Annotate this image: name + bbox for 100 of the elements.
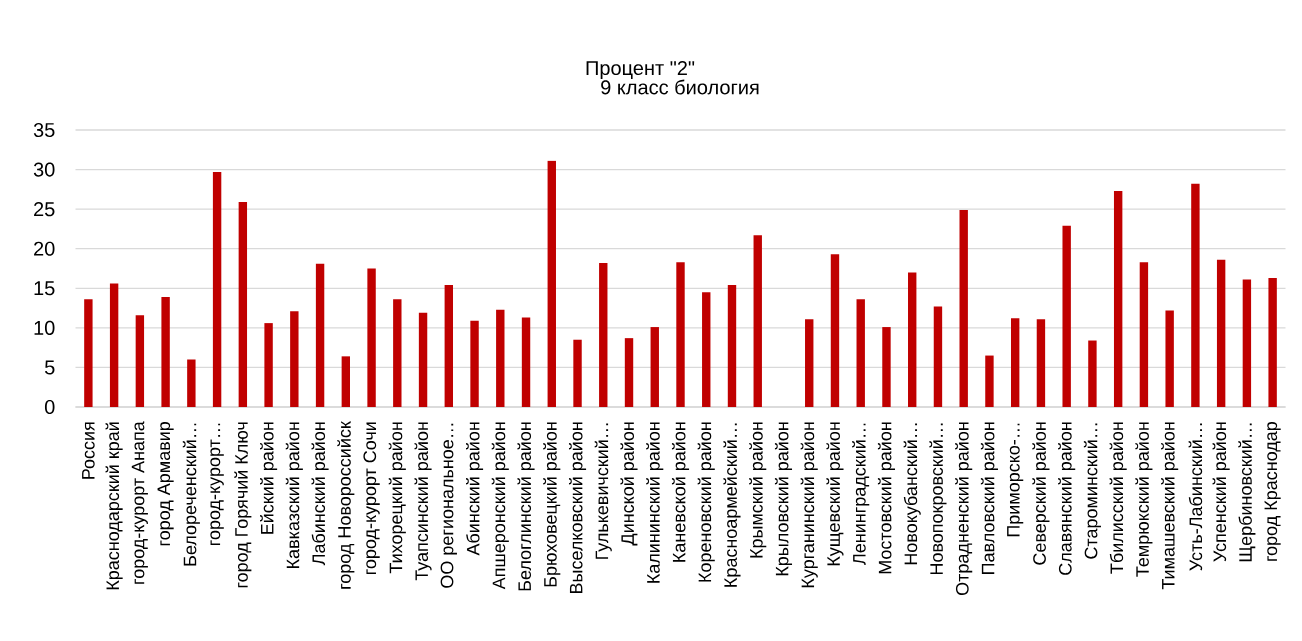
bar xyxy=(1062,225,1071,407)
bar xyxy=(264,323,273,407)
x-tick-label: город Краснодар xyxy=(1264,421,1281,561)
y-tick-label: 20 xyxy=(34,241,55,256)
x-tick-label: Кущевский район xyxy=(826,422,844,566)
bar xyxy=(161,296,170,407)
x-tick-label: Белореченский… xyxy=(182,423,200,566)
x-tick-label: город-курорт Анапа xyxy=(131,421,148,584)
bar xyxy=(444,285,453,407)
x-tick-label: Красноармейский… xyxy=(723,423,741,587)
bar xyxy=(1010,318,1020,407)
x-tick-label: Успенский район xyxy=(1212,422,1230,562)
x-tick-label: Выселковский район xyxy=(568,422,587,594)
x-tick-label: Темрюкский район xyxy=(1135,422,1153,577)
bar xyxy=(599,262,608,407)
x-tick-label: Тбилисский район xyxy=(1109,422,1127,574)
bar xyxy=(367,268,376,407)
x-tick-label: Славянский район xyxy=(1058,422,1076,575)
x-tick-label: Отрадненский район xyxy=(955,422,973,596)
chart-subtitle: 9 класс биология xyxy=(601,79,759,95)
bar xyxy=(882,327,891,407)
x-tick-label: Павловский район xyxy=(980,422,998,574)
x-tick-label: Ейский район xyxy=(260,422,278,534)
bar xyxy=(624,338,634,407)
y-tick-label: 15 xyxy=(34,281,55,296)
bar xyxy=(1139,262,1149,407)
x-tick-label: город-курорт… xyxy=(210,423,224,546)
x-tick-label: Староминский… xyxy=(1083,423,1101,559)
x-tick-label: Россия xyxy=(82,422,95,479)
bar xyxy=(84,299,93,407)
x-tick-label: Новокубанский… xyxy=(903,423,921,565)
bar xyxy=(753,235,762,407)
x-tick-label: Гулькевичский… xyxy=(594,423,612,559)
y-tick-label: 5 xyxy=(44,360,55,375)
bar xyxy=(341,356,351,407)
bar xyxy=(109,283,119,407)
x-tick-label: Краснодарский край xyxy=(105,422,123,590)
x-tick-label: Мостовский район xyxy=(877,422,896,574)
x-tick-label: Крыловский район xyxy=(774,422,793,576)
bar xyxy=(933,306,943,407)
x-tick-label: Кавказский район xyxy=(285,422,303,568)
bar xyxy=(702,292,711,407)
bar xyxy=(1191,183,1200,407)
y-tick-label: 0 xyxy=(44,399,55,415)
x-tick-label: город Армавир xyxy=(157,421,174,546)
x-tick-label: Белоглинский район xyxy=(517,422,535,591)
x-tick-label: ОО региональное… xyxy=(440,423,457,588)
bar xyxy=(1216,259,1226,407)
x-tick-label: Тихорецкий район xyxy=(388,422,406,574)
x-tick-label: Брюховецкий район xyxy=(543,422,561,587)
bar xyxy=(985,355,994,407)
bar xyxy=(1165,310,1174,407)
bar xyxy=(521,317,531,407)
x-tick-label: город Новороссийск xyxy=(337,421,355,589)
x-tick-label: Тимашевский район xyxy=(1161,422,1179,590)
bar xyxy=(830,254,840,407)
bar xyxy=(650,327,659,407)
x-tick-label: Приморско-… xyxy=(1007,423,1024,537)
x-tick-label: город-курорт Сочи xyxy=(363,422,380,575)
bar xyxy=(1088,340,1097,407)
y-tick-label: 10 xyxy=(34,320,55,335)
bar xyxy=(908,272,917,407)
y-tick-label: 30 xyxy=(33,162,55,177)
x-tick-label: Новопокровский… xyxy=(929,423,947,575)
bar xyxy=(418,312,428,407)
x-tick-label: Усть-Лабинский… xyxy=(1188,423,1203,571)
bar xyxy=(212,171,222,407)
bar xyxy=(856,299,865,407)
bar xyxy=(573,339,582,407)
x-tick-label: Туапсинский район xyxy=(414,422,432,581)
bar xyxy=(496,309,505,407)
x-tick-label: Кореновский район xyxy=(697,422,715,582)
x-tick-label: Ленинградский… xyxy=(852,423,870,565)
bar xyxy=(1268,278,1277,407)
bar xyxy=(1113,190,1123,407)
bar xyxy=(135,315,145,407)
bar xyxy=(470,320,479,407)
bar xyxy=(727,285,737,407)
bar xyxy=(805,319,814,407)
x-tick-label: город Горячий Ключ xyxy=(234,422,252,588)
chart-title: Процент "2" xyxy=(586,60,695,80)
bar xyxy=(1242,279,1252,407)
x-tick-label: Динской район xyxy=(620,422,638,546)
y-tick-label: 35 xyxy=(33,122,55,138)
x-tick-label: Крымский район xyxy=(749,422,767,558)
x-tick-label: Курганинский район xyxy=(800,422,818,588)
bar xyxy=(1036,319,1046,407)
bar xyxy=(547,160,556,407)
x-tick-label: Апшеронский район xyxy=(491,422,509,590)
y-tick-label: 25 xyxy=(34,202,55,217)
x-tick-label: Северский район xyxy=(1032,422,1050,565)
x-tick-label: Каневской район xyxy=(671,422,690,562)
bar xyxy=(290,311,299,407)
bar xyxy=(187,359,196,407)
x-tick-label: Лабинский район xyxy=(311,422,329,566)
x-tick-label: Щербиновский… xyxy=(1238,423,1256,562)
bar xyxy=(393,299,402,407)
bar xyxy=(238,202,248,407)
x-tick-label: Абинский район xyxy=(466,422,484,556)
bar xyxy=(959,209,968,407)
